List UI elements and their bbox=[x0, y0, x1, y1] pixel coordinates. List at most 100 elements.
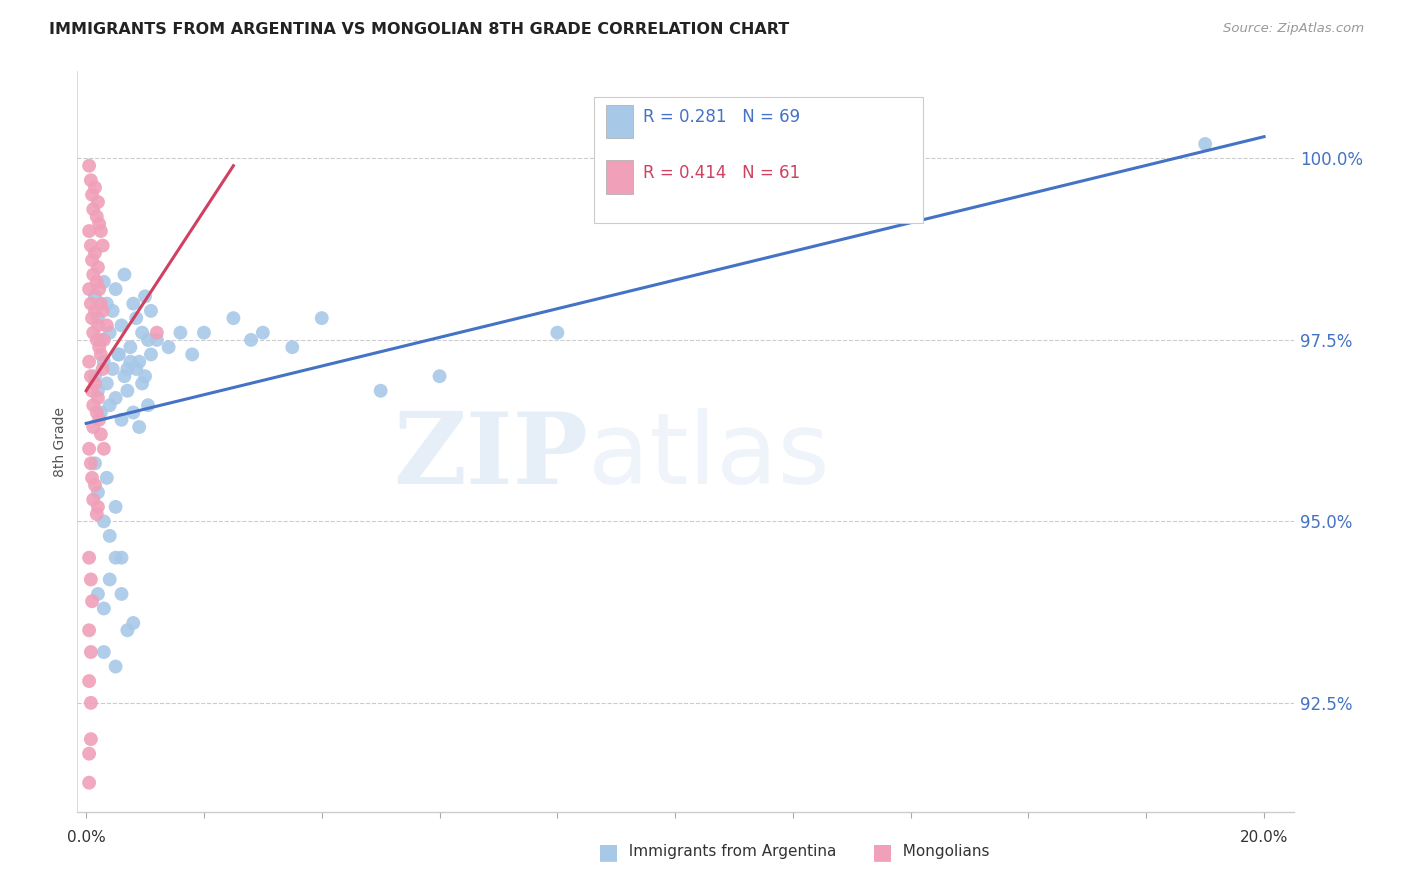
FancyBboxPatch shape bbox=[595, 97, 922, 223]
Point bbox=[110, 413, 132, 427]
Point bbox=[311, 311, 333, 326]
Point bbox=[136, 333, 159, 347]
Point bbox=[107, 347, 129, 361]
Point bbox=[93, 601, 115, 615]
Point bbox=[98, 398, 121, 412]
Point bbox=[134, 289, 156, 303]
Point bbox=[93, 354, 115, 368]
Point bbox=[84, 376, 107, 391]
Point bbox=[370, 384, 392, 398]
Point bbox=[84, 289, 107, 303]
Point bbox=[87, 500, 110, 514]
Point bbox=[77, 354, 100, 368]
Point bbox=[93, 442, 115, 456]
Point bbox=[80, 369, 103, 384]
Point bbox=[84, 304, 107, 318]
Point bbox=[122, 615, 145, 630]
Point bbox=[146, 333, 169, 347]
Point bbox=[80, 471, 103, 485]
Point bbox=[117, 362, 139, 376]
Point bbox=[87, 384, 110, 398]
Point bbox=[101, 304, 124, 318]
Point bbox=[104, 282, 127, 296]
Point bbox=[82, 326, 104, 340]
Text: 20.0%: 20.0% bbox=[1240, 830, 1288, 845]
Point bbox=[80, 594, 103, 608]
Point bbox=[87, 413, 110, 427]
Point bbox=[117, 384, 139, 398]
Point bbox=[80, 311, 103, 326]
Point bbox=[110, 318, 132, 333]
Point bbox=[114, 268, 136, 282]
Point bbox=[77, 282, 100, 296]
Text: R = 0.414   N = 61: R = 0.414 N = 61 bbox=[643, 164, 800, 182]
Point bbox=[114, 369, 136, 384]
Point bbox=[122, 405, 145, 419]
Point bbox=[77, 624, 100, 638]
Point bbox=[429, 369, 451, 384]
Point bbox=[96, 471, 118, 485]
Point bbox=[252, 326, 274, 340]
Point bbox=[87, 340, 110, 354]
Point bbox=[87, 587, 110, 601]
Point bbox=[136, 398, 159, 412]
Point bbox=[87, 194, 110, 209]
Point bbox=[120, 354, 142, 368]
Point bbox=[104, 500, 127, 514]
Text: Immigrants from Argentina: Immigrants from Argentina bbox=[619, 845, 837, 859]
Point bbox=[98, 573, 121, 587]
Point bbox=[91, 304, 114, 318]
Point bbox=[80, 253, 103, 268]
Point bbox=[87, 260, 110, 275]
Point bbox=[110, 587, 132, 601]
Point bbox=[93, 645, 115, 659]
Point bbox=[157, 340, 180, 354]
Point bbox=[80, 238, 103, 252]
Point bbox=[91, 238, 114, 252]
Point bbox=[1194, 136, 1216, 151]
Point bbox=[84, 478, 107, 492]
Point bbox=[86, 333, 108, 347]
Point bbox=[128, 420, 150, 434]
Point bbox=[93, 275, 115, 289]
Point bbox=[82, 420, 104, 434]
Point bbox=[90, 296, 112, 310]
Point bbox=[80, 696, 103, 710]
Point bbox=[82, 492, 104, 507]
Point bbox=[169, 326, 191, 340]
Point bbox=[139, 304, 162, 318]
Point bbox=[128, 354, 150, 368]
Point bbox=[84, 180, 107, 194]
Point bbox=[240, 333, 263, 347]
Point bbox=[77, 550, 100, 565]
Point bbox=[80, 456, 103, 470]
Point bbox=[134, 369, 156, 384]
Text: 0.0%: 0.0% bbox=[67, 830, 105, 845]
Point bbox=[90, 427, 112, 442]
Text: IMMIGRANTS FROM ARGENTINA VS MONGOLIAN 8TH GRADE CORRELATION CHART: IMMIGRANTS FROM ARGENTINA VS MONGOLIAN 8… bbox=[49, 22, 789, 37]
Point bbox=[84, 456, 107, 470]
Text: Source: ZipAtlas.com: Source: ZipAtlas.com bbox=[1223, 22, 1364, 36]
Point bbox=[77, 442, 100, 456]
Point bbox=[104, 391, 127, 405]
Text: R = 0.281   N = 69: R = 0.281 N = 69 bbox=[643, 109, 800, 127]
Point bbox=[107, 347, 129, 361]
Point bbox=[96, 296, 118, 310]
Point bbox=[222, 311, 245, 326]
Point bbox=[104, 659, 127, 673]
Point bbox=[98, 326, 121, 340]
Text: Mongolians: Mongolians bbox=[893, 845, 990, 859]
Point bbox=[80, 296, 103, 310]
Point bbox=[96, 318, 118, 333]
Point bbox=[101, 362, 124, 376]
FancyBboxPatch shape bbox=[606, 104, 633, 138]
Text: ZIP: ZIP bbox=[394, 408, 588, 505]
Point bbox=[90, 224, 112, 238]
Point bbox=[82, 268, 104, 282]
Point bbox=[146, 326, 169, 340]
Point bbox=[96, 376, 118, 391]
Point bbox=[90, 333, 112, 347]
Point bbox=[110, 550, 132, 565]
Point bbox=[84, 369, 107, 384]
Point bbox=[86, 405, 108, 419]
